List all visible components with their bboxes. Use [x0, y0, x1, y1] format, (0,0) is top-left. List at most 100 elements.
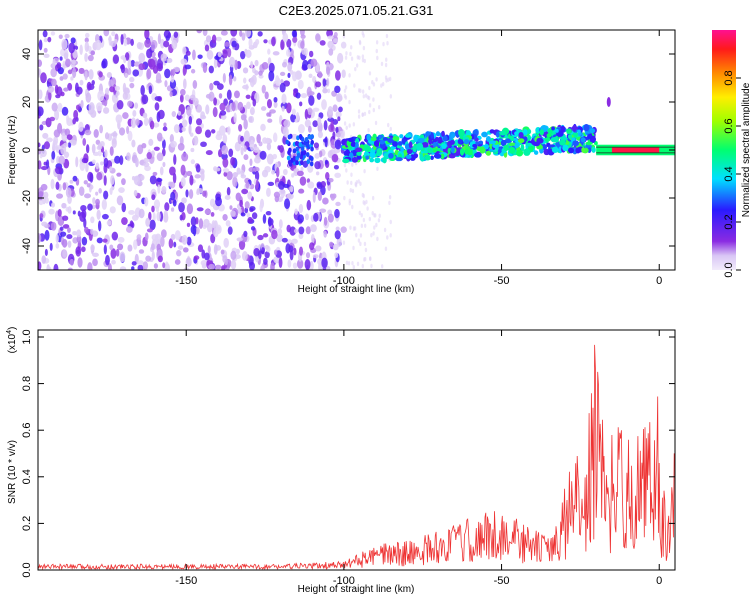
- spectrogram-cell: [327, 40, 334, 49]
- spectrogram-cell: [52, 139, 58, 151]
- spectrogram-cell: [389, 94, 393, 99]
- spectrogram-cell: [116, 195, 124, 206]
- spectrogram-cell: [80, 246, 86, 253]
- spectrogram-cell: [156, 178, 163, 183]
- spectrogram-cell: [38, 160, 42, 170]
- spectrogram-cell: [345, 260, 349, 266]
- spectrogram-cell: [163, 122, 167, 127]
- spectrogram-cell: [308, 73, 313, 79]
- spectrogram-cell: [44, 248, 48, 257]
- spectrogram-cell: [360, 212, 363, 218]
- spectrogram-cell: [144, 196, 149, 207]
- spectrogram-cell: [328, 48, 334, 56]
- spectrogram-cell: [97, 150, 102, 157]
- spectrogram-cell: [312, 120, 319, 128]
- spectrogram-cell: [64, 33, 70, 39]
- spectrogram-cell: [248, 116, 253, 123]
- spectrogram-cell: [127, 58, 132, 70]
- spectrogram-cell: [349, 188, 353, 193]
- spectrogram-cell: [224, 194, 231, 201]
- spectrogram-cell: [546, 133, 552, 138]
- spectrogram-cell: [368, 109, 371, 115]
- spectrogram-cell: [437, 136, 443, 144]
- spectrogram-cell: [272, 132, 278, 143]
- spectrogram-cell: [230, 259, 237, 270]
- spectrogram-cell: [222, 134, 228, 144]
- spectrogram-cell: [96, 237, 103, 244]
- spectrogram-cell: [38, 142, 41, 148]
- spectrogram-cell: [254, 156, 261, 164]
- spectrogram-cell: [58, 34, 63, 40]
- spectrogram-cell: [310, 233, 315, 244]
- spectrogram-cell: [261, 62, 269, 70]
- spectrogram-cell: [267, 218, 274, 226]
- spectrogram-cell: [406, 148, 413, 155]
- spectrogram-cell: [349, 152, 354, 159]
- spectrogram-cell: [255, 179, 259, 190]
- spectrogram-cell: [120, 33, 124, 45]
- spectrogram-cell: [417, 137, 425, 144]
- spectrogram-cell: [67, 206, 72, 214]
- spectrogram-cell: [86, 81, 92, 91]
- spectrogram-cell: [233, 112, 237, 123]
- spectrogram-cell: [40, 183, 48, 191]
- spectrogram-cell: [156, 211, 161, 222]
- spectrogram-cell: [356, 151, 362, 156]
- spectrogram-cell: [544, 137, 551, 142]
- spectrogram-cell: [205, 93, 212, 99]
- spectrogram-cell: [459, 148, 465, 156]
- spectrogram-cell: [144, 232, 149, 241]
- snr-y-tick-label: 0.4: [21, 469, 33, 484]
- spectrogram-cell: [121, 202, 127, 213]
- spectrogram-cell: [148, 58, 156, 70]
- spectrogram-cell: [111, 31, 116, 37]
- spectrogram-cell: [230, 250, 237, 260]
- spectrogram-cell: [333, 164, 339, 170]
- spectrogram-cell: [334, 85, 341, 94]
- spectrogram-cell: [424, 154, 431, 161]
- spectrogram-cell: [258, 250, 262, 260]
- spectrogram-cell: [340, 226, 347, 233]
- spectrogram-cell: [278, 144, 284, 153]
- spectrogram-cell: [181, 126, 186, 132]
- spectrogram-cell: [334, 172, 342, 179]
- spectrogram-cell: [136, 42, 142, 50]
- spectrogram-cell: [319, 40, 326, 46]
- spectrogram-cell: [55, 166, 62, 175]
- spectrogram-cell: [369, 157, 375, 163]
- spectrogram-y-tick-label: 0: [21, 147, 33, 153]
- spectrogram-cell: [230, 210, 236, 217]
- spectrogram-cell: [505, 138, 512, 144]
- spectrogram-cell: [44, 229, 50, 241]
- spectrogram-cell: [156, 132, 163, 142]
- spectrogram-cell: [567, 134, 573, 140]
- spectrogram-cell: [170, 207, 175, 212]
- spectrogram-cell: [156, 152, 164, 162]
- spectrogram-heatmap: [38, 30, 675, 270]
- spectrogram-cell: [343, 163, 347, 168]
- spectrogram-cell: [371, 211, 374, 216]
- spectrogram-cell: [185, 257, 192, 267]
- spectrogram-cell: [265, 137, 270, 144]
- spectrogram-cell: [259, 150, 267, 160]
- spectrogram-cell: [318, 150, 323, 158]
- spectrogram-cell: [103, 175, 107, 186]
- spectrogram-cell: [514, 131, 519, 136]
- spectrogram-x-tick-label: -50: [494, 275, 510, 287]
- spectrogram-cell: [109, 206, 116, 214]
- spectrogram-cell: [364, 247, 368, 253]
- spectrogram-cell: [278, 181, 285, 190]
- spectrogram-cell: [169, 91, 173, 97]
- spectrogram-cell: [106, 71, 112, 79]
- spectrogram-cell: [342, 240, 346, 245]
- spectrogram-cell: [271, 169, 276, 175]
- spectrogram-cell: [314, 153, 320, 159]
- spectrogram-cell: [248, 167, 255, 173]
- snr-scale-close: ): [7, 327, 18, 330]
- spectrogram-cell: [316, 92, 322, 100]
- spectrogram-cell: [264, 91, 269, 100]
- spectrogram-cell: [250, 60, 254, 69]
- spectrogram-line-core: [611, 147, 660, 153]
- spectrogram-cell: [42, 30, 48, 38]
- spectrogram-cell: [85, 162, 89, 173]
